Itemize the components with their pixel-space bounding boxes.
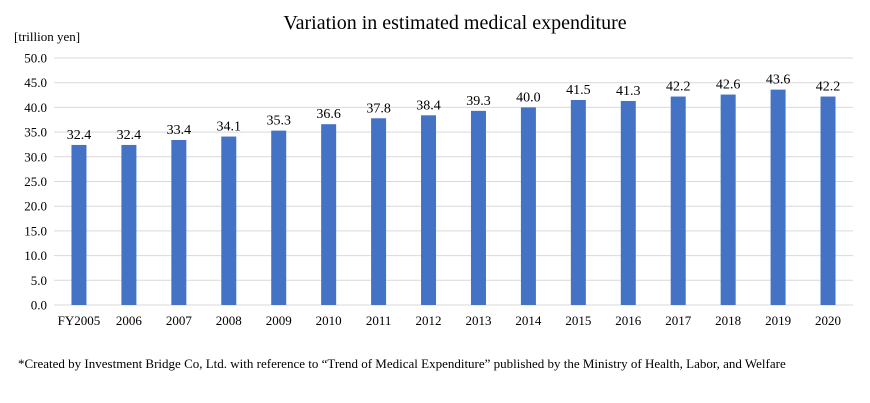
data-label: 33.4: [167, 123, 192, 138]
data-label: 38.4: [416, 98, 441, 113]
footnote: *Created by Investment Bridge Co, Ltd. w…: [18, 356, 786, 371]
x-tick-label: 2015: [565, 313, 591, 328]
bar: [321, 124, 337, 305]
x-tick-label: 2008: [216, 313, 242, 328]
y-tick-label: 40.0: [24, 100, 47, 115]
bar: [421, 115, 437, 305]
bar: [171, 140, 187, 305]
x-tick-label: 2006: [116, 313, 143, 328]
data-label: 39.3: [466, 94, 491, 109]
bar: [670, 96, 686, 305]
y-tick-label: 5.0: [31, 273, 47, 288]
bar: [271, 130, 287, 305]
x-tick-label: 2012: [416, 313, 442, 328]
chart-title: Variation in estimated medical expenditu…: [283, 12, 626, 34]
x-tick-label: 2007: [166, 313, 193, 328]
bar: [371, 118, 387, 305]
gridlines: [54, 57, 853, 306]
y-tick-label: 35.0: [24, 125, 47, 140]
y-tick-label: 50.0: [24, 51, 47, 66]
x-tick-label: 2018: [715, 313, 741, 328]
data-label: 41.3: [616, 84, 641, 99]
x-axis-ticks: FY2005 2006 2007 2008 2009 2010 2011 2012 2013 20…: [58, 313, 841, 328]
y-axis-ticks: 0.0 5.0 10.0 15.0 20.0 25.0 30.0 35.0 40.0 45.0 50…: [24, 51, 47, 313]
bar: [770, 89, 786, 305]
data-label: 37.8: [366, 101, 391, 116]
bar: [71, 144, 87, 305]
data-label: 42.6: [716, 78, 741, 93]
data-label: 42.2: [666, 80, 691, 95]
x-tick-label: 2016: [615, 313, 642, 328]
bar: [570, 99, 586, 306]
bars: [71, 89, 836, 306]
x-tick-label: 2013: [465, 313, 491, 328]
bar: [520, 107, 536, 306]
bar: [221, 136, 237, 305]
x-tick-label: 2014: [515, 313, 542, 328]
x-tick-label: 2017: [665, 313, 692, 328]
bar: [121, 144, 137, 305]
x-tick-label: 2019: [765, 313, 791, 328]
data-label: 32.4: [117, 128, 142, 143]
data-label: 32.4: [67, 128, 92, 143]
data-label: 40.0: [516, 90, 541, 105]
bar: [620, 100, 636, 305]
y-tick-label: 15.0: [24, 223, 47, 238]
y-tick-label: 25.0: [24, 174, 47, 189]
data-label: 35.3: [266, 114, 291, 129]
bar: [820, 96, 836, 305]
data-label: 42.2: [816, 80, 841, 95]
y-tick-label: 30.0: [24, 149, 47, 164]
x-tick-label: 2010: [316, 313, 342, 328]
data-label: 43.6: [766, 73, 791, 88]
y-tick-label: 10.0: [24, 248, 47, 263]
y-tick-label: 45.0: [24, 75, 47, 90]
x-tick-label: 2009: [266, 313, 292, 328]
bar-chart: Variation in estimated medical expenditu…: [14, 12, 853, 328]
data-label: 34.1: [217, 120, 242, 135]
bar: [470, 110, 486, 305]
data-labels: 32.4 32.4 33.4 34.1 35.3 36.6 37.8 38.4 39.3 40.0…: [67, 73, 841, 143]
data-label: 36.6: [316, 107, 341, 122]
y-tick-label: 0.0: [31, 298, 47, 313]
x-tick-label: 2020: [815, 313, 841, 328]
x-tick-label: 2011: [366, 313, 392, 328]
y-axis-unit-label: [trillion yen]: [14, 29, 80, 44]
y-tick-label: 20.0: [24, 199, 47, 214]
bar: [720, 94, 736, 305]
data-label: 41.5: [566, 83, 591, 98]
x-tick-label: FY2005: [58, 313, 101, 328]
